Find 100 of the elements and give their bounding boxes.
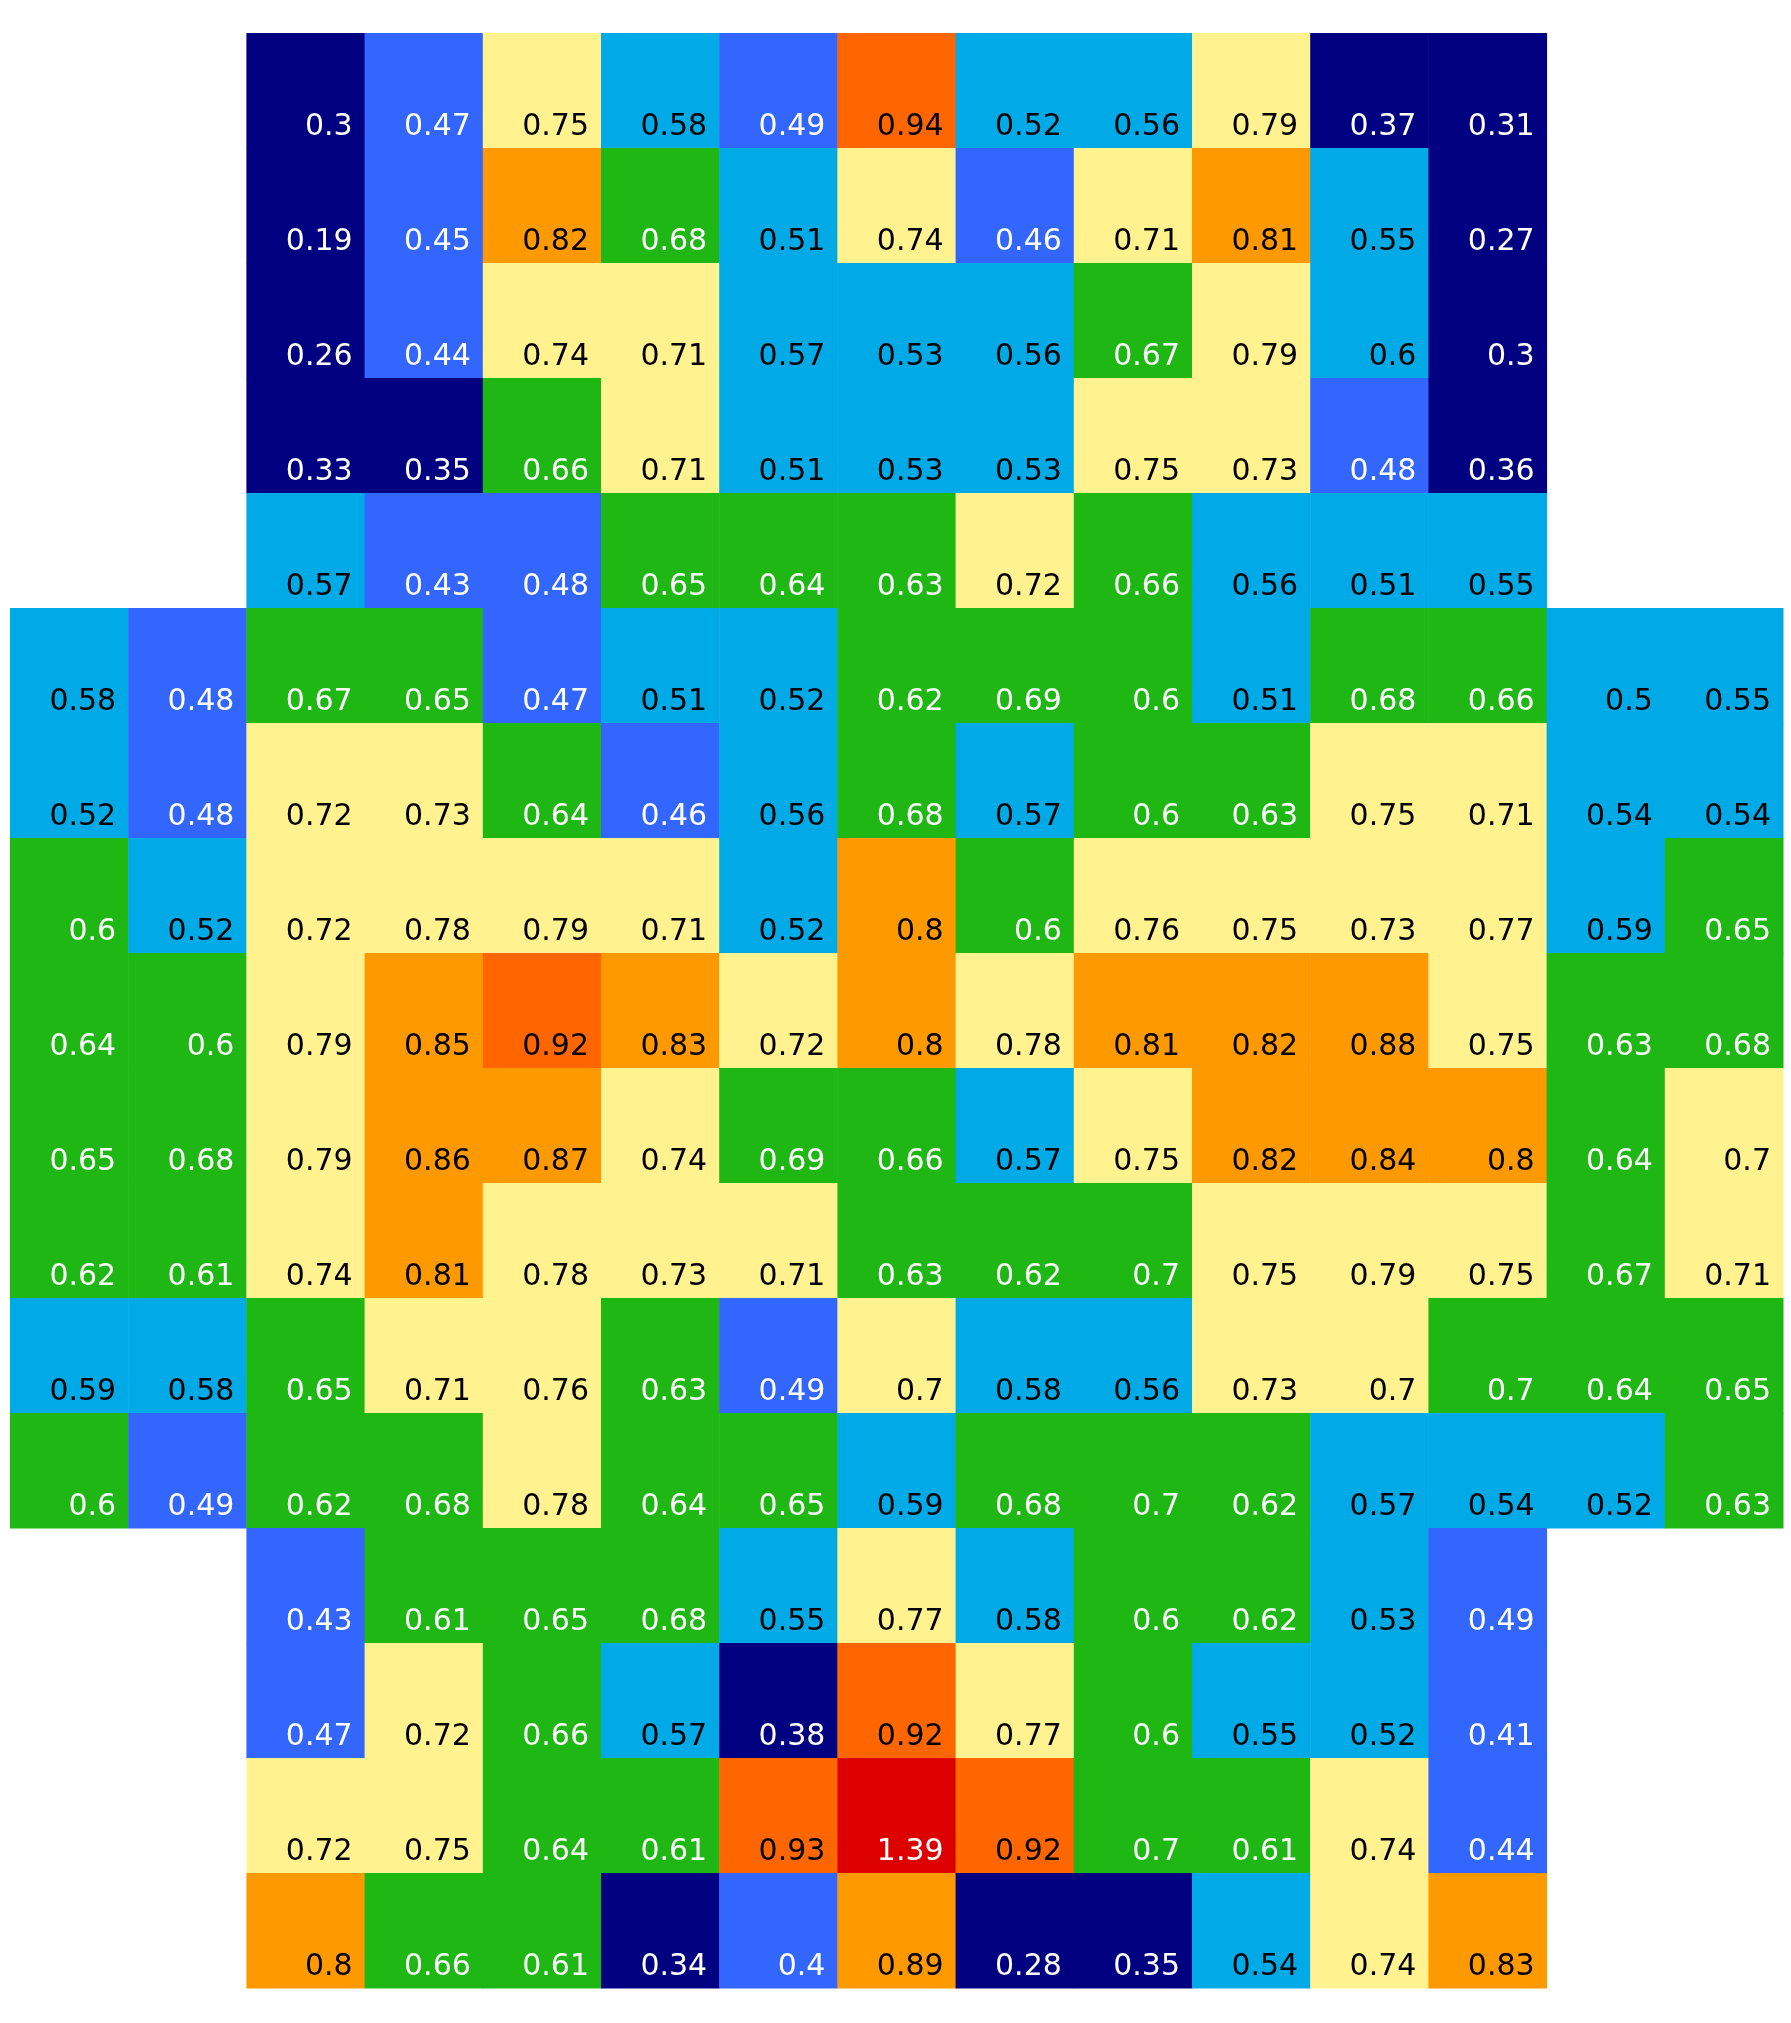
data-label: 0.75 [1231,1257,1299,1292]
data-label: 0.65 [49,1142,117,1177]
data-label: 0.51 [758,452,826,487]
data-label: 0.68 [995,1487,1062,1522]
data-label: 0.62 [995,1257,1062,1292]
data-label: 0.78 [995,1027,1062,1062]
data-label: 0.66 [404,1947,471,1982]
data-label: 0.72 [285,1832,353,1867]
data-label: 0.65 [758,1487,826,1522]
data-label: 0.94 [876,107,944,142]
data-label: 0.4 [777,1947,826,1982]
data-label: 0.71 [404,1372,471,1407]
data-label: 0.52 [758,912,826,947]
data-label: 0.48 [167,797,235,832]
data-label: 0.49 [1467,1602,1535,1637]
data-label: 0.7 [1486,1372,1535,1407]
data-label: 0.68 [1349,682,1417,717]
data-label: 0.75 [1231,912,1299,947]
data-label: 0.37 [1349,107,1417,142]
data-label: 0.79 [285,1027,353,1062]
data-label: 1.39 [876,1832,944,1867]
data-label: 0.19 [285,222,353,257]
data-label: 0.68 [404,1487,471,1522]
data-label: 0.65 [640,567,708,602]
data-label: 0.51 [758,222,826,257]
data-label: 0.71 [640,337,708,372]
data-label: 0.51 [640,682,708,717]
data-label: 0.65 [404,682,471,717]
data-label: 0.68 [167,1142,235,1177]
data-label: 0.53 [876,452,944,487]
data-label: 0.47 [285,1717,353,1752]
data-label: 0.74 [876,222,944,257]
data-label: 0.59 [49,1372,117,1407]
data-label: 0.73 [1349,912,1417,947]
data-label: 0.56 [1113,107,1180,142]
data-label: 0.78 [522,1487,589,1522]
data-label: 0.61 [1231,1832,1299,1867]
data-label: 0.64 [640,1487,708,1522]
data-label: 0.55 [1704,682,1771,717]
data-label: 0.56 [995,337,1062,372]
data-label: 0.66 [1467,682,1535,717]
data-label: 0.92 [995,1832,1062,1867]
data-label: 0.62 [876,682,944,717]
data-label: 0.57 [1349,1487,1417,1522]
data-label: 0.26 [285,337,353,372]
data-label: 0.74 [522,337,589,372]
data-label: 0.75 [404,1832,471,1867]
data-label: 0.6 [1132,1717,1180,1752]
data-label: 0.87 [522,1142,589,1177]
data-label: 0.72 [404,1717,471,1752]
data-label: 0.45 [404,222,471,257]
data-label: 0.68 [1704,1027,1771,1062]
data-label: 0.57 [285,567,353,602]
data-label: 0.79 [522,912,589,947]
data-label: 0.5 [1605,682,1653,717]
data-label: 0.65 [1704,1372,1771,1407]
data-label: 0.73 [404,797,471,832]
data-label: 0.65 [522,1602,589,1637]
data-label: 0.63 [640,1372,708,1407]
data-label: 0.35 [1113,1947,1180,1982]
data-label: 0.6 [68,1487,117,1522]
data-label: 0.79 [1231,107,1299,142]
data-label: 0.8 [304,1947,353,1982]
data-label: 0.38 [758,1717,826,1752]
data-label: 0.67 [1586,1257,1653,1292]
data-label: 0.52 [49,797,117,832]
data-label: 0.81 [404,1257,471,1292]
data-label: 0.71 [1113,222,1180,257]
data-label: 0.49 [758,107,826,142]
data-label: 0.43 [285,1602,353,1637]
data-label: 0.72 [995,567,1062,602]
data-label: 0.49 [758,1372,826,1407]
data-label: 0.78 [404,912,471,947]
data-label: 0.61 [640,1832,708,1867]
data-label: 0.6 [68,912,117,947]
data-label: 0.73 [640,1257,708,1292]
data-label: 0.6 [1132,1602,1180,1637]
data-label: 0.82 [1231,1142,1299,1177]
data-label: 0.27 [1467,222,1535,257]
data-label: 0.58 [49,682,117,717]
data-label: 0.64 [1586,1372,1653,1407]
data-label: 0.79 [285,1142,353,1177]
data-label: 0.6 [1368,337,1417,372]
data-label: 0.68 [640,222,708,257]
data-label: 0.8 [895,912,944,947]
data-label: 0.44 [1467,1832,1535,1867]
data-label: 0.28 [995,1947,1062,1982]
data-label: 0.74 [1349,1947,1417,1982]
data-label: 0.77 [995,1717,1062,1752]
data-label: 0.64 [758,567,826,602]
data-label: 0.7 [1368,1372,1417,1407]
data-label: 0.51 [1231,682,1299,717]
data-label: 0.89 [876,1947,944,1982]
data-label: 0.3 [304,107,353,142]
data-label: 0.75 [1349,797,1417,832]
data-label: 0.7 [1723,1142,1771,1177]
data-label: 0.75 [1467,1257,1535,1292]
data-label: 0.78 [522,1257,589,1292]
data-label: 0.71 [1704,1257,1771,1292]
data-label: 0.71 [640,912,708,947]
